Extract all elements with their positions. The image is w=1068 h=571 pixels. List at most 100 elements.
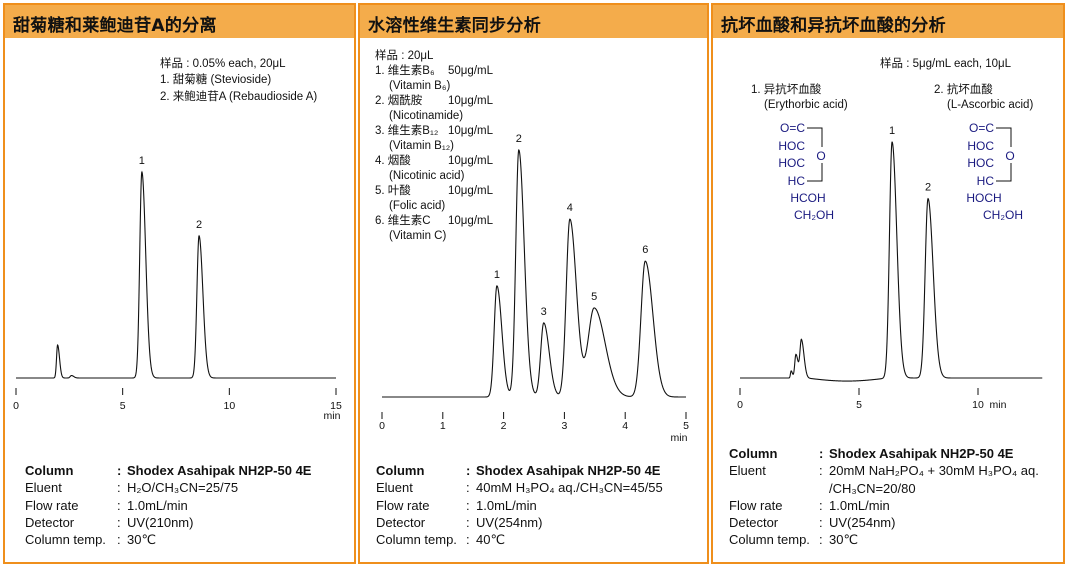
compound-name: 3. 维生素B₁₂: [375, 123, 438, 137]
condition-value: H₂O/CH₃CN=25/75: [127, 480, 239, 496]
condition-colon: :: [466, 514, 470, 530]
x-tick-label: 0: [379, 420, 385, 432]
structure-line: HC: [977, 174, 995, 188]
condition-label: Column temp.: [729, 532, 810, 548]
compound-english: (L-Ascorbic acid): [947, 99, 1033, 111]
condition-value: 40mM H₃PO₄ aq./CH₃CN=45/55: [476, 480, 663, 496]
condition-colon: :: [819, 497, 823, 513]
condition-row: Eluent:20mM NaH₂PO₄ + 30mM H₃PO₄ aq.: [729, 462, 1039, 479]
x-tick-label: 10: [223, 400, 235, 412]
conditions-table: Column: Shodex Asahipak NH2P-50 4E Eluent:…: [25, 462, 311, 548]
compound-english: (Nicotinamide): [389, 110, 463, 122]
peak-label: 1: [889, 125, 895, 137]
peak-label: 5: [591, 291, 597, 303]
condition-colon: :: [466, 497, 470, 513]
condition-label: Flow rate: [376, 497, 430, 513]
condition-value: 1.0mL/min: [476, 497, 537, 513]
structure-erythorbic-acid: O=C HOC HOC HC HCOH CH₂OH O: [778, 121, 834, 222]
compound-english: (Vitamin B₁₂): [389, 140, 454, 152]
condition-value: 1.0mL/min: [127, 497, 188, 513]
compound-name: 1. 异抗坏血酸: [751, 82, 822, 96]
condition-value: 40℃: [476, 532, 506, 548]
structure-line: HOC: [967, 139, 994, 153]
x-tick-label: 5: [120, 400, 126, 412]
compound-concentration: 10μg/mL: [448, 125, 494, 137]
structure-line: HOC: [778, 139, 805, 153]
condition-row: Flow rate:1.0mL/min: [376, 497, 663, 514]
condition-row: Column temp.:30℃: [25, 531, 311, 548]
chromatogram-trace: [382, 149, 686, 398]
condition-row: Column temp.:30℃: [729, 531, 1039, 548]
structure-line: HOCH: [966, 191, 1001, 205]
condition-value: 30℃: [127, 532, 157, 548]
condition-colon: :: [819, 446, 824, 461]
condition-label: Detector: [25, 514, 75, 530]
condition-row: Flow rate:1.0mL/min: [25, 497, 311, 514]
condition-label: Detector: [729, 515, 779, 531]
condition-colon: :: [466, 480, 470, 496]
sample-line: 样品 : 5μg/mL each, 10μL: [880, 56, 1012, 70]
chromatogram-trace: [740, 141, 1043, 382]
panel-header: 甜菊糖和莱鲍迪苷A的分离: [5, 5, 354, 38]
condition-row: Eluent: H₂O/CH₃CN=25/75: [25, 479, 311, 496]
panel-title: 水溶性维生素同步分析: [368, 16, 541, 36]
condition-colon: :: [117, 514, 121, 530]
condition-colon: :: [117, 480, 121, 496]
conditions-table: Column: Shodex Asahipak NH2P-50 4E Eluent:…: [729, 445, 1039, 549]
compound-english: (Vitamin B₆): [389, 80, 450, 92]
condition-row: Detector: UV(210nm): [25, 514, 311, 531]
x-axis-unit: min: [324, 410, 341, 422]
panel-title: 甜菊糖和莱鲍迪苷A的分离: [13, 16, 217, 36]
condition-colon: :: [117, 532, 121, 548]
condition-value: UV(254nm): [829, 515, 896, 531]
compound-concentration: 10μg/mL: [448, 215, 494, 227]
condition-row: Column: Shodex Asahipak NH2P-50 4E: [25, 462, 311, 479]
panel-header: 水溶性维生素同步分析: [360, 5, 707, 38]
condition-row: Detector: UV(254nm): [729, 514, 1039, 531]
compound-english: (Folic acid): [389, 200, 445, 212]
x-tick-label: 4: [622, 420, 628, 432]
panel-header: 抗坏血酸和异抗坏血酸的分析: [713, 5, 1063, 38]
compound-name: 2. 烟酰胺: [375, 93, 423, 107]
x-tick-label: 15: [330, 400, 342, 412]
x-tick-label: 3: [561, 420, 567, 432]
compound-name: 4. 烟酸: [375, 153, 411, 167]
compound-name: 6. 维生素C: [375, 213, 431, 227]
x-tick-label: 5: [856, 399, 862, 411]
condition-colon: :: [819, 515, 823, 531]
condition-label: Column: [376, 463, 425, 478]
condition-row: Eluent:40mM H₃PO₄ aq./CH₃CN=45/55: [376, 479, 663, 496]
peak-label: 3: [541, 306, 547, 318]
structure-line: CH₂OH: [794, 208, 834, 222]
condition-label: Flow rate: [25, 497, 79, 513]
x-tick-label: 0: [737, 399, 743, 411]
compound-concentration: 50μg/mL: [448, 65, 494, 77]
x-tick-label: 2: [501, 420, 507, 432]
structure-line: HC: [788, 174, 806, 188]
peak-label: 2: [196, 219, 202, 231]
condition-label: Eluent: [376, 480, 413, 496]
condition-row: Detector: UV(254nm): [376, 514, 663, 531]
condition-row: Flow rate:1.0mL/min: [729, 497, 1039, 514]
compound-english: (Vitamin C): [389, 230, 446, 242]
condition-colon: :: [819, 463, 823, 479]
condition-value: Shodex Asahipak NH2P-50 4E: [829, 446, 1014, 461]
condition-value: /CH₃CN=20/80: [829, 480, 916, 496]
condition-colon: :: [819, 532, 823, 548]
peak-label: 1: [139, 155, 145, 167]
sample-annotation-1: 样品 : 0.05% each, 20μL 1. 甜菊糖 (Stevioside…: [160, 56, 317, 103]
ring-oxygen: O: [816, 149, 825, 163]
ring-bond: [807, 127, 823, 182]
condition-value: UV(254nm): [476, 514, 543, 530]
sample-annotation-3: 样品 : 5μg/mL each, 10μL 1. 异抗坏血酸 (Erythor…: [751, 56, 1033, 111]
condition-label: Column temp.: [376, 532, 457, 548]
peak-label: 2: [925, 182, 931, 194]
condition-value: Shodex Asahipak NH2P-50 4E: [127, 463, 312, 478]
conditions-table: Column: Shodex Asahipak NH2P-50 4E Eluent:…: [376, 462, 663, 548]
condition-value: 1.0mL/min: [829, 497, 890, 513]
structure-line: HCOH: [790, 191, 825, 205]
compound-name: 2. 抗坏血酸: [934, 82, 993, 96]
compound-concentration: 10μg/mL: [448, 155, 494, 167]
